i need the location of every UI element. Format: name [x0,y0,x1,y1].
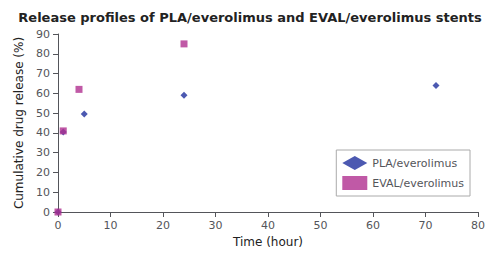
svg-text:70: 70 [419,219,433,232]
svg-text:80: 80 [471,219,485,232]
svg-text:90: 90 [36,28,50,41]
svg-text:30: 30 [36,146,50,159]
svg-text:40: 40 [36,126,50,139]
svg-text:EVAL/everolimus: EVAL/everolimus [372,177,464,190]
svg-text:Cumulative drug release (%): Cumulative drug release (%) [12,37,26,209]
svg-text:50: 50 [36,107,50,120]
svg-text:80: 80 [36,47,50,60]
svg-text:Release profiles of PLA/everol: Release profiles of PLA/everolimus and E… [18,10,482,25]
svg-text:10: 10 [36,186,50,199]
svg-text:60: 60 [366,219,380,232]
svg-text:30: 30 [209,219,223,232]
svg-text:60: 60 [36,87,50,100]
svg-text:20: 20 [36,166,50,179]
svg-text:40: 40 [261,219,275,232]
svg-text:20: 20 [156,219,170,232]
svg-text:PLA/everolimus: PLA/everolimus [372,157,457,170]
svg-text:10: 10 [104,219,118,232]
svg-text:0: 0 [55,219,62,232]
svg-text:70: 70 [36,67,50,80]
svg-text:50: 50 [314,219,328,232]
svg-text:Time (hour): Time (hour) [232,235,303,249]
svg-text:0: 0 [43,206,50,219]
